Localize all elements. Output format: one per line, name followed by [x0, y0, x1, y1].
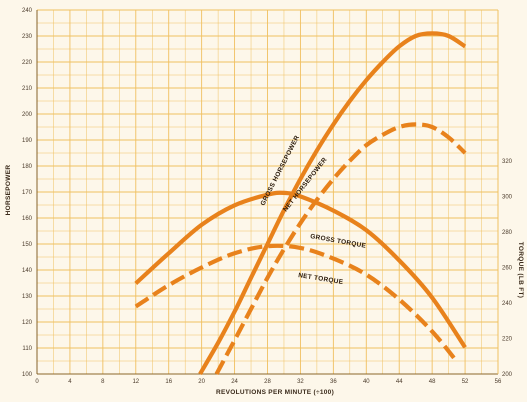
y-right-tick-label: 240 — [502, 301, 513, 307]
y-left-tick-label: 100 — [22, 372, 33, 378]
grid — [36, 9, 499, 375]
y-right-axis-title: TORQUE (LB FT) — [517, 242, 524, 298]
y-left-tick-label: 180 — [22, 164, 33, 170]
y-left-tick-label: 130 — [22, 294, 33, 300]
x-tick-label: 48 — [429, 379, 436, 385]
y-left-tick-label: 220 — [22, 60, 33, 66]
series-line-net-horsepower — [214, 122, 467, 375]
x-tick-label: 44 — [396, 379, 403, 385]
x-tick-labels: 0 4 8 12 16 20 24 28 32 36 40 44 48 52 56 — [35, 379, 502, 385]
y-left-tick-label: 150 — [22, 242, 33, 248]
x-tick-label: 24 — [231, 379, 238, 385]
y-left-tick-label: 200 — [22, 112, 33, 118]
y-right-tick-label: 280 — [502, 230, 513, 236]
y-right-tick-label: 220 — [502, 336, 513, 342]
x-axis-title: REVOLUTIONS PER MINUTE (÷100) — [216, 389, 334, 396]
x-tick-label: 56 — [495, 379, 502, 385]
y-left-axis-title: HORSEPOWER — [5, 165, 12, 216]
y-left-tick-label: 140 — [22, 268, 33, 274]
x-tick-label: 20 — [198, 379, 205, 385]
y-left-tick-label: 170 — [22, 190, 33, 196]
y-left-tick-label: 120 — [22, 320, 33, 326]
x-tick-label: 12 — [132, 379, 139, 385]
x-tick-label: 16 — [165, 379, 172, 385]
y-right-tick-labels: 200 220 240 260 280 300 320 — [502, 159, 513, 378]
x-tick-label: 36 — [330, 379, 337, 385]
y-left-tick-label: 160 — [22, 216, 33, 222]
x-tick-label: 28 — [264, 379, 271, 385]
y-left-tick-labels: 100 110 120 130 140 150 160 170 180 190 200 210 220 2… — [22, 8, 33, 378]
x-tick-label: 32 — [297, 379, 304, 385]
x-tick-label: 4 — [68, 379, 72, 385]
y-right-tick-label: 300 — [502, 194, 513, 200]
series-line-net-torque — [134, 243, 459, 363]
axes — [36, 10, 499, 375]
y-right-tick-label: 200 — [502, 372, 513, 378]
series-line-gross-horsepower — [198, 31, 467, 376]
y-right-tick-label: 320 — [502, 159, 513, 165]
y-left-tick-label: 230 — [22, 34, 33, 40]
x-tick-label: 40 — [363, 379, 370, 385]
y-left-tick-label: 240 — [22, 8, 33, 14]
y-right-tick-label: 260 — [502, 265, 513, 271]
y-left-tick-label: 110 — [22, 346, 32, 352]
x-tick-label: 52 — [462, 379, 469, 385]
y-left-tick-label: 210 — [22, 86, 33, 92]
y-left-tick-label: 190 — [22, 138, 33, 144]
curves — [134, 31, 467, 376]
x-tick-label: 0 — [35, 379, 39, 385]
series-line-gross-torque — [134, 190, 467, 349]
x-tick-label: 8 — [101, 379, 105, 385]
